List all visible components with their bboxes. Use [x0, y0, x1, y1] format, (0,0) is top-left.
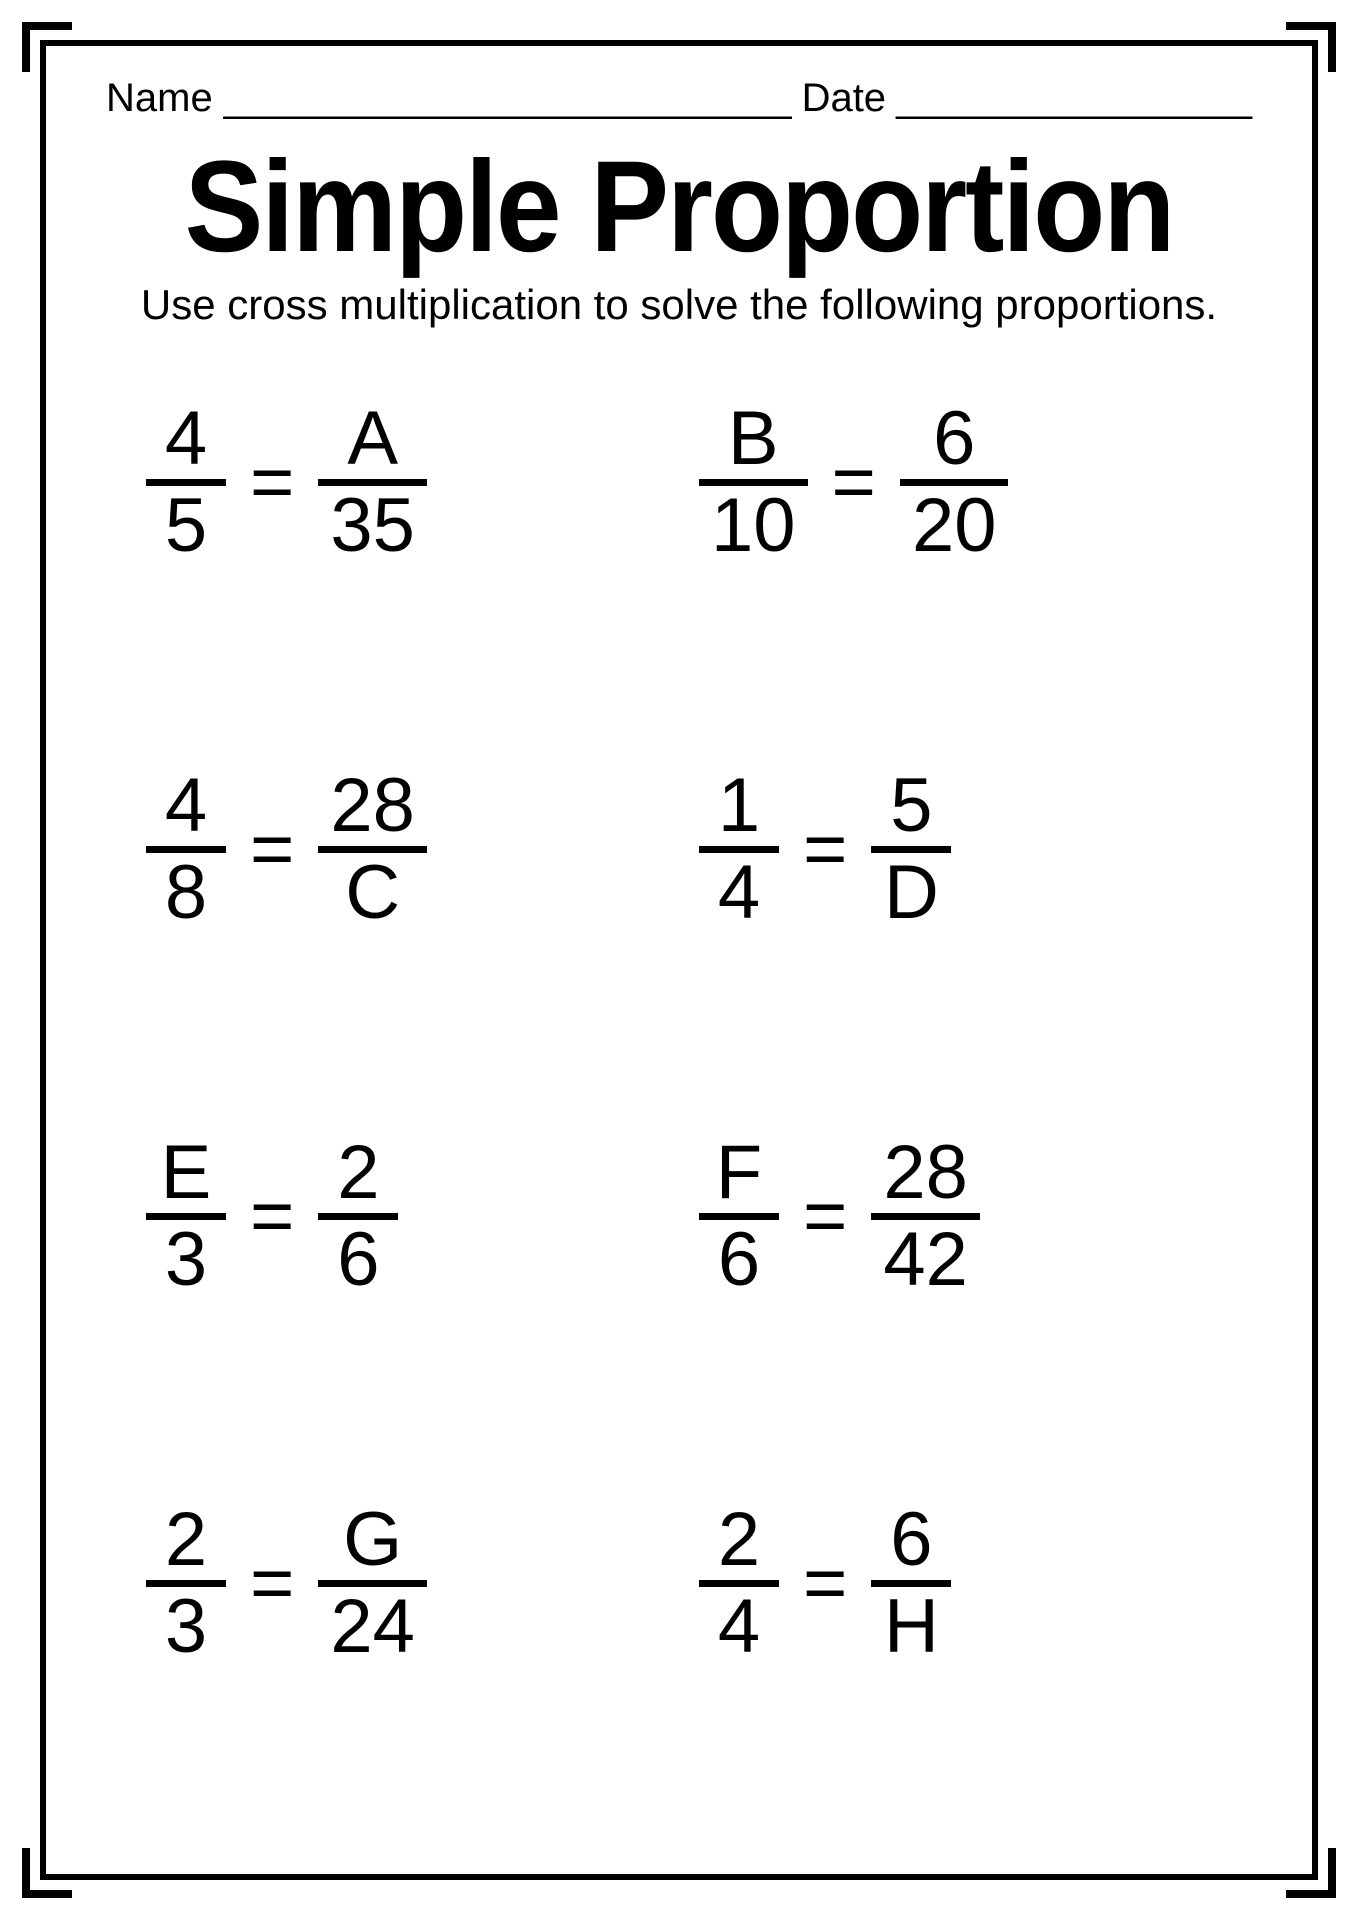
- problem-3: 48 = 28C: [146, 766, 659, 933]
- denominator: 20: [900, 486, 1009, 566]
- denominator: 10: [699, 486, 808, 566]
- denominator: 3: [153, 1587, 219, 1667]
- denominator: 42: [871, 1220, 980, 1300]
- problem-5: E3 = 26: [146, 1133, 659, 1300]
- fraction-right: 2842: [871, 1133, 980, 1300]
- numerator: F: [704, 1133, 774, 1213]
- fraction-left: 14: [699, 766, 779, 933]
- equals-sign: =: [246, 1546, 298, 1622]
- fraction-left: F6: [699, 1133, 779, 1300]
- problems-grid: 45=A35B10=62048=28C14=5DE3=26F6=284223=G…: [106, 399, 1252, 1667]
- fraction-right: A35: [318, 399, 427, 566]
- numerator: 4: [153, 766, 219, 846]
- worksheet-page: Name ___________________________________…: [40, 40, 1318, 1880]
- equals-sign: =: [246, 1179, 298, 1255]
- equals-sign: =: [246, 445, 298, 521]
- fraction-left: 48: [146, 766, 226, 933]
- problem-2: B10 = 620: [699, 399, 1212, 566]
- numerator: 2: [706, 1500, 772, 1580]
- fraction-left: 23: [146, 1500, 226, 1667]
- fraction-right: 28C: [318, 766, 427, 933]
- numerator: 28: [318, 766, 427, 846]
- fraction-left: 24: [699, 1500, 779, 1667]
- fraction-right: 620: [900, 399, 1009, 566]
- numerator: G: [331, 1500, 414, 1580]
- denominator: 35: [318, 486, 427, 566]
- date-label: Date: [802, 76, 887, 121]
- numerator: 2: [325, 1133, 391, 1213]
- denominator: 3: [153, 1220, 219, 1300]
- name-label: Name: [106, 76, 213, 121]
- denominator: 8: [153, 853, 219, 933]
- numerator: B: [716, 399, 791, 479]
- equals-sign: =: [246, 812, 298, 888]
- numerator: 6: [921, 399, 987, 479]
- numerator: 1: [706, 766, 772, 846]
- numerator: 4: [153, 399, 219, 479]
- fraction-right: 26: [318, 1133, 398, 1300]
- page-title: Simple Proportion: [106, 132, 1252, 282]
- page-subtitle: Use cross multiplication to solve the fo…: [106, 281, 1252, 329]
- problem-7: 23 = G24: [146, 1500, 659, 1667]
- denominator: 5: [153, 486, 219, 566]
- numerator: 2: [153, 1500, 219, 1580]
- denominator: 6: [325, 1220, 391, 1300]
- equals-sign: =: [799, 1546, 851, 1622]
- header-line: Name ___________________________________…: [106, 76, 1252, 121]
- fraction-right: G24: [318, 1500, 427, 1667]
- denominator: 24: [318, 1587, 427, 1667]
- equals-sign: =: [799, 1179, 851, 1255]
- fraction-right: 6H: [871, 1500, 951, 1667]
- numerator: 6: [878, 1500, 944, 1580]
- numerator: 28: [871, 1133, 980, 1213]
- equals-sign: =: [828, 445, 880, 521]
- fraction-left: E3: [146, 1133, 226, 1300]
- denominator: C: [333, 853, 412, 933]
- fraction-left: B10: [699, 399, 808, 566]
- numerator: E: [149, 1133, 224, 1213]
- equals-sign: =: [799, 812, 851, 888]
- date-blank[interactable]: ________________: [896, 76, 1252, 121]
- denominator: 4: [706, 1587, 772, 1667]
- problem-6: F6 = 2842: [699, 1133, 1212, 1300]
- denominator: 6: [706, 1220, 772, 1300]
- fraction-left: 45: [146, 399, 226, 566]
- problem-4: 14 = 5D: [699, 766, 1212, 933]
- problem-8: 24 = 6H: [699, 1500, 1212, 1667]
- problem-1: 45 = A35: [146, 399, 659, 566]
- fraction-right: 5D: [871, 766, 951, 933]
- name-blank[interactable]: _____________________________________: [223, 76, 792, 121]
- numerator: A: [335, 399, 410, 479]
- numerator: 5: [878, 766, 944, 846]
- denominator: 4: [706, 853, 772, 933]
- denominator: H: [872, 1587, 951, 1667]
- denominator: D: [872, 853, 951, 933]
